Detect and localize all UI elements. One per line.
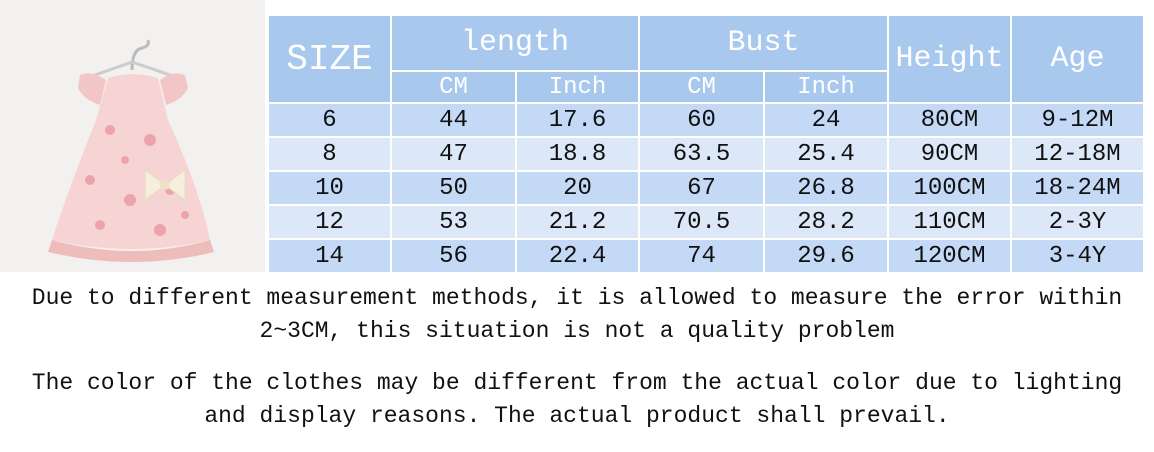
note-text: Due to different measurement methods, it… (31, 285, 1123, 344)
table-cell: 12 (267, 204, 392, 240)
table-cell: 25.4 (762, 136, 890, 172)
table-cell: 100CM (887, 170, 1013, 206)
table-row: 8 47 18.8 63.5 25.4 90CM 12-18M (267, 136, 1146, 172)
header-bust: Bust (637, 14, 890, 72)
table-cell: 53 (390, 204, 517, 240)
table-cell: 110CM (887, 204, 1013, 240)
table-cell: 21.2 (515, 204, 640, 240)
table-cell: 18-24M (1010, 170, 1146, 206)
header-unit: Inch (515, 70, 640, 104)
table-cell: 47 (390, 136, 517, 172)
table-row: 14 56 22.4 74 29.6 120CM 3-4Y (267, 238, 1146, 274)
table-cell: 44 (390, 102, 517, 138)
table-cell: 28.2 (762, 204, 890, 240)
table-cell: 26.8 (762, 170, 890, 206)
header-length: length (390, 14, 640, 72)
header-unit: CM (390, 70, 517, 104)
table-cell: 2-3Y (1010, 204, 1146, 240)
table-cell: 17.6 (515, 102, 640, 138)
table-row: 10 50 20 67 26.8 100CM 18-24M (267, 170, 1146, 206)
table-cell: 70.5 (638, 204, 765, 240)
table-cell: 14 (267, 238, 392, 274)
table-cell: 90CM (887, 136, 1013, 172)
table-cell: 9-12M (1010, 102, 1146, 138)
table-cell: 22.4 (515, 238, 640, 274)
size-table: SIZE length Bust Height Age CM Inch CM I… (267, 14, 1146, 274)
header-age: Age (1010, 14, 1146, 104)
table-cell: 20 (515, 170, 640, 206)
table-cell: 80CM (887, 102, 1013, 138)
table-cell: 10 (267, 170, 392, 206)
table-cell: 63.5 (638, 136, 765, 172)
table-row: 6 44 17.6 60 24 80CM 9-12M (267, 102, 1146, 138)
header-height: Height (887, 14, 1013, 104)
table-cell: 120CM (887, 238, 1013, 274)
header-size: SIZE (267, 14, 392, 104)
table-cell: 74 (638, 238, 765, 274)
table-cell: 8 (267, 136, 392, 172)
table-cell: 56 (390, 238, 517, 274)
table-cell: 12-18M (1010, 136, 1146, 172)
note-text: The color of the clothes may be differen… (31, 370, 1123, 429)
table-cell: 6 (267, 102, 392, 138)
table-cell: 3-4Y (1010, 238, 1146, 274)
table-body: 6 44 17.6 60 24 80CM 9-12M 8 47 18.8 63.5 25.4 90CM 1… (267, 102, 1146, 274)
table-cell: 18.8 (515, 136, 640, 172)
table-cell: 50 (390, 170, 517, 206)
table-row: 12 53 21.2 70.5 28.2 110CM 2-3Y (267, 204, 1146, 240)
notes: Due to different measurement methods, it… (12, 282, 1142, 452)
header-unit: CM (638, 70, 765, 104)
product-photo (0, 0, 265, 272)
header-unit: Inch (762, 70, 890, 104)
table-cell: 24 (762, 102, 890, 138)
table-cell: 29.6 (762, 238, 890, 274)
table-cell: 60 (638, 102, 765, 138)
table-cell: 67 (638, 170, 765, 206)
